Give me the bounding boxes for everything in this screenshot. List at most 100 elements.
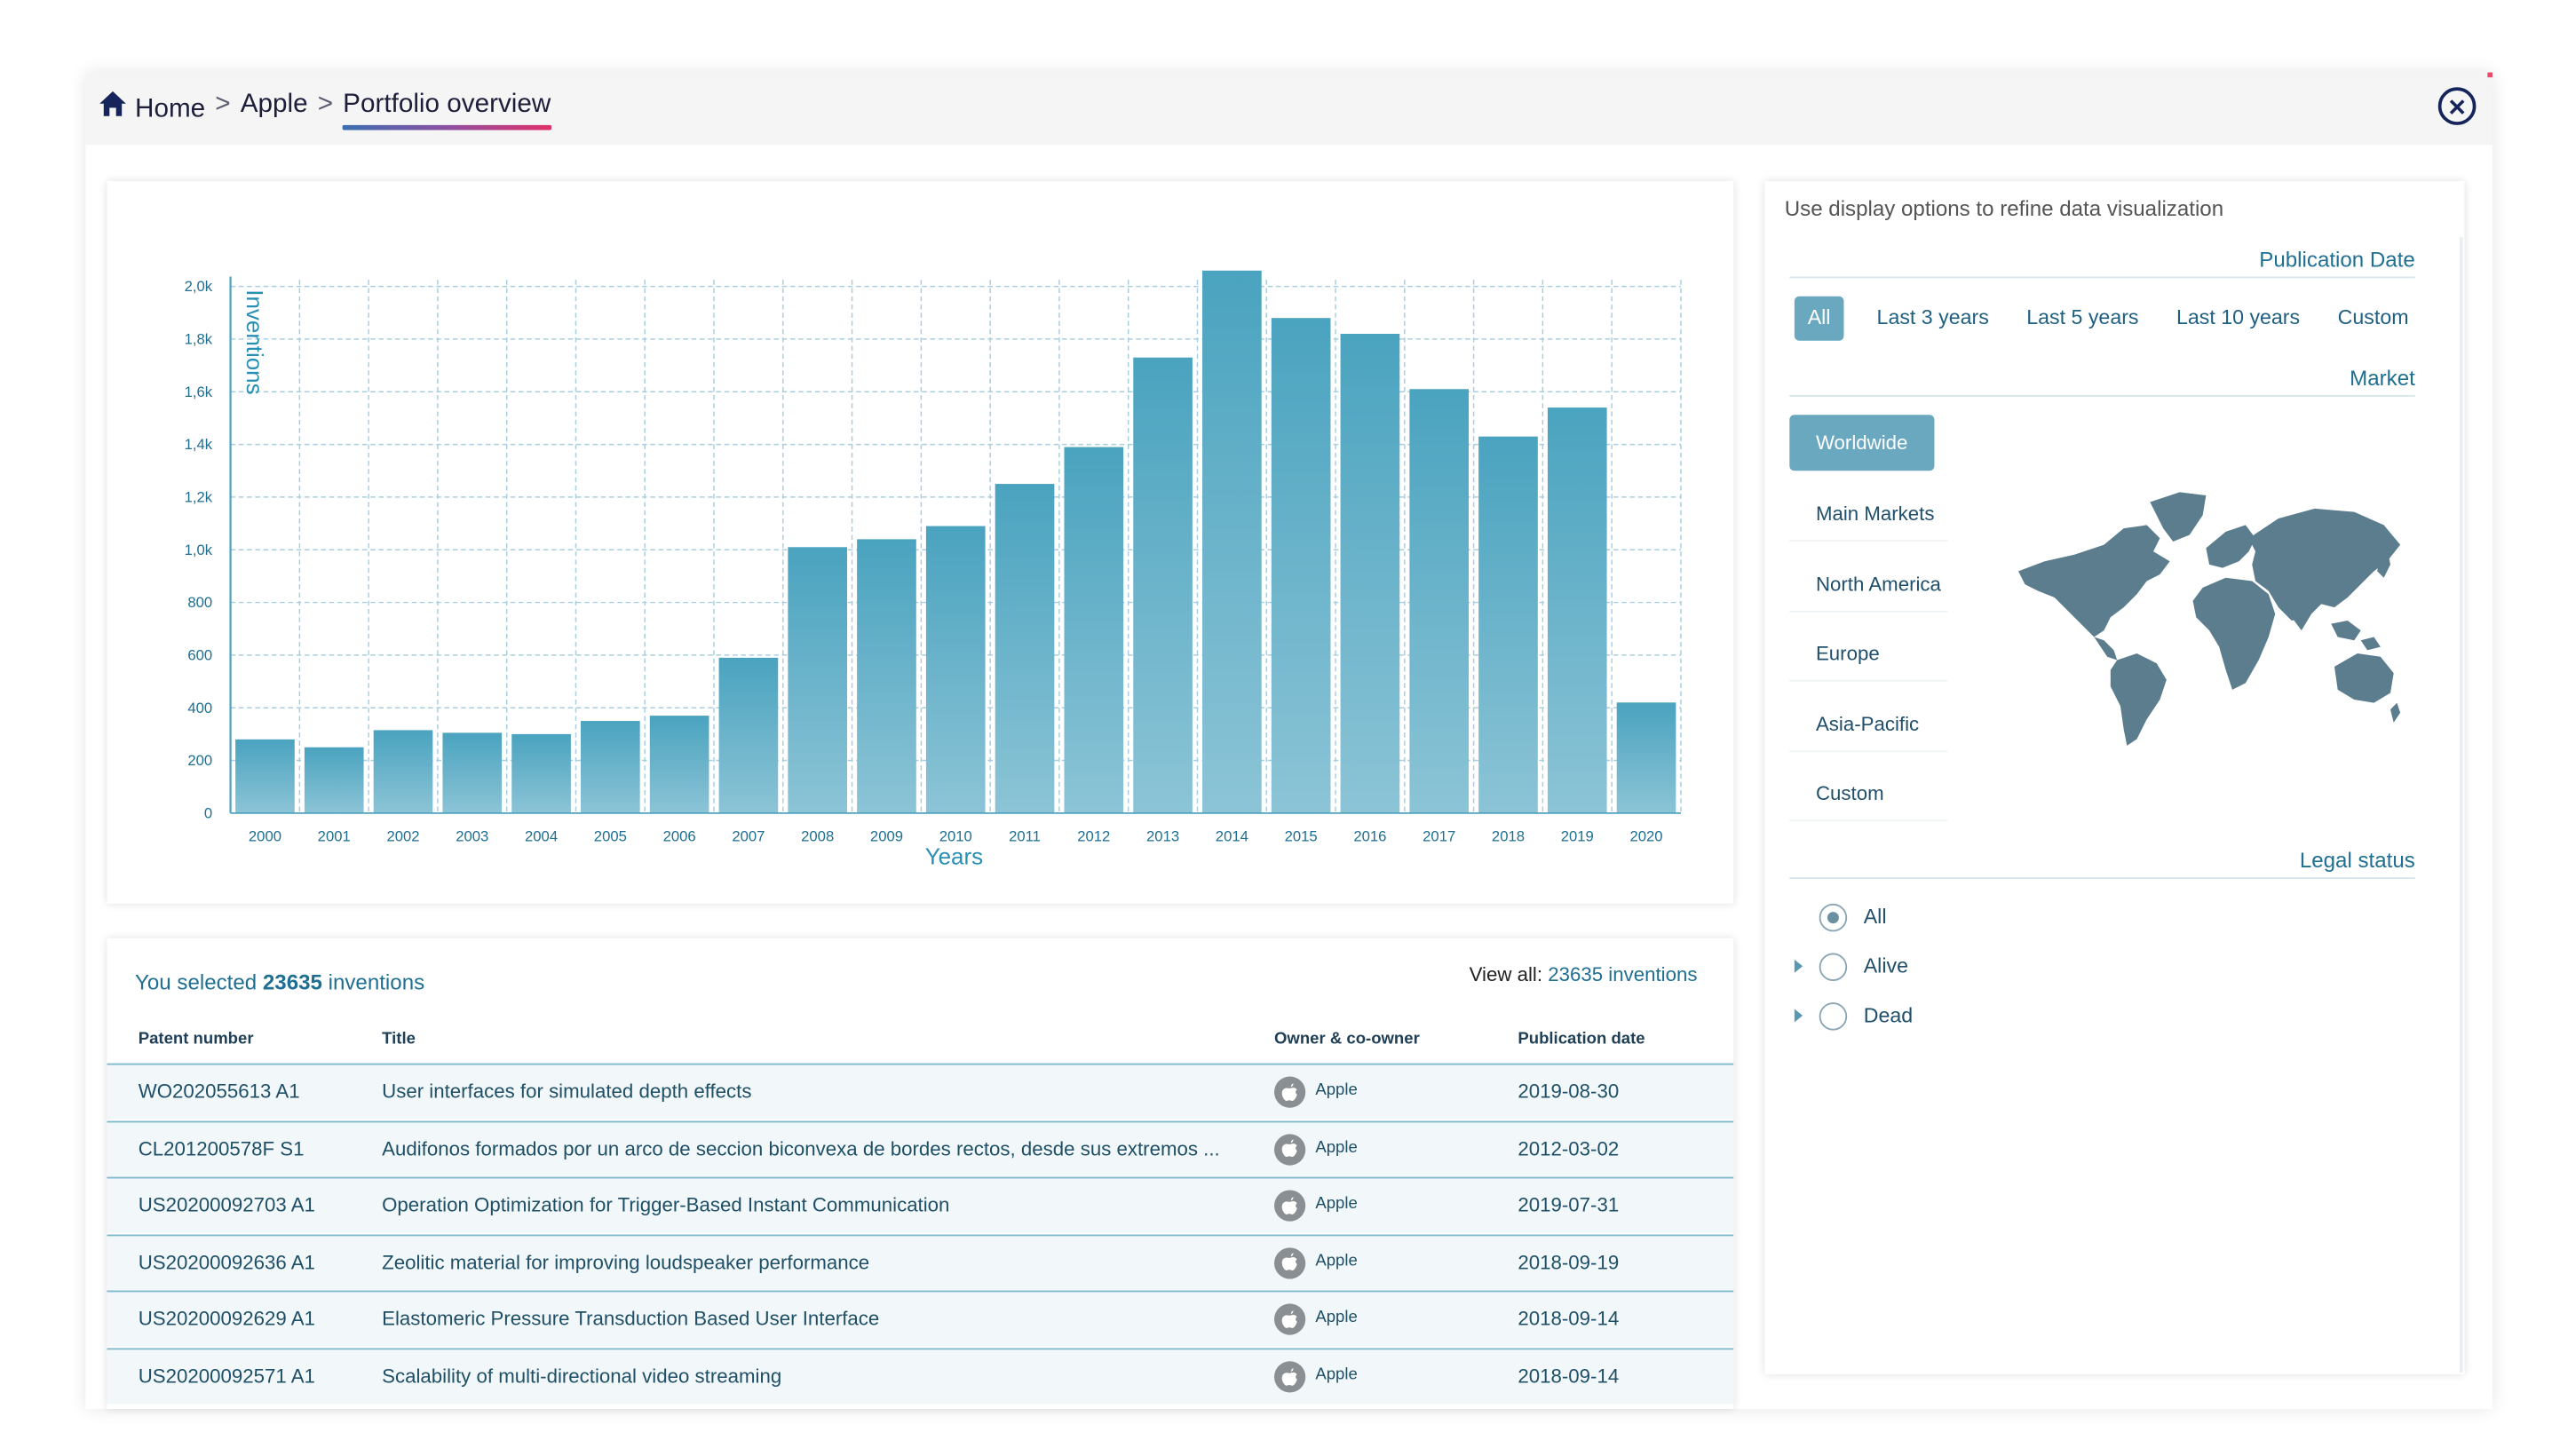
radio-dead[interactable] <box>1819 1002 1848 1031</box>
home-icon <box>99 91 127 117</box>
bar-2006[interactable] <box>650 716 709 813</box>
table-row[interactable]: US20200092629 A1 Elastomeric Pressure Tra… <box>107 1291 1734 1347</box>
cell-patent-number[interactable]: CL201200578F S1 <box>139 1136 305 1159</box>
pill-custom[interactable]: Custom <box>2325 297 2422 341</box>
cell-owner[interactable]: Apple <box>1315 1081 1357 1099</box>
breadcrumb-home-label: Home <box>135 96 205 124</box>
world-map-icon[interactable] <box>2009 489 2404 753</box>
x-tick-label: 2000 <box>249 827 281 844</box>
table-row[interactable]: US20200092636 A1 Zeolitic material for im… <box>107 1234 1734 1290</box>
breadcrumb-home[interactable]: Home <box>99 89 205 127</box>
inventions-table-card: You selected 23635 inventions View all: … <box>107 938 1734 1409</box>
pill-last-3-years[interactable]: Last 3 years <box>1864 297 2002 341</box>
view-all-link[interactable]: View all: 23635 inventions <box>1470 963 1698 986</box>
table-row[interactable]: US20200092571 A1 Scalability of multi-dir… <box>107 1348 1734 1404</box>
close-button[interactable]: ✕ <box>2438 87 2477 125</box>
x-tick-label: 2001 <box>318 827 351 844</box>
y-tick-label: 800 <box>187 594 212 611</box>
breadcrumb-company[interactable]: Apple <box>241 89 308 122</box>
cell-patent-number[interactable]: US20200092629 A1 <box>139 1308 315 1331</box>
bar-2013[interactable] <box>1133 358 1193 813</box>
market-worldwide[interactable]: Worldwide <box>1789 415 1934 471</box>
publication-date-title: Publication Date <box>2259 247 2415 272</box>
cell-publication-date: 2018-09-14 <box>1518 1308 1619 1331</box>
portfolio-modal: Home > Apple > Portfolio overview ✕ 0200… <box>85 73 2493 1409</box>
x-tick-label: 2011 <box>1009 827 1041 844</box>
bar-2014[interactable] <box>1202 271 1262 813</box>
y-tick-label: 200 <box>187 752 212 769</box>
x-tick-label: 2002 <box>386 827 419 844</box>
apple-icon <box>1274 1361 1305 1392</box>
bar-2007[interactable] <box>719 658 779 813</box>
x-tick-label: 2012 <box>1077 827 1110 844</box>
table-row[interactable]: US20200092703 A1 Operation Optimization f… <box>107 1177 1734 1233</box>
bar-2018[interactable] <box>1478 437 1538 813</box>
cell-owner[interactable]: Apple <box>1315 1195 1357 1213</box>
summary-prefix: You selected <box>135 969 263 994</box>
pill-all[interactable]: All <box>1795 297 1843 341</box>
bar-2012[interactable] <box>1064 447 1123 813</box>
y-tick-label: 2,0k <box>185 278 213 295</box>
y-tick-label: 1,8k <box>185 330 213 347</box>
cell-title[interactable]: Zeolitic material for improving loudspea… <box>382 1251 869 1274</box>
x-tick-label: 2020 <box>1629 827 1662 844</box>
bar-2010[interactable] <box>926 526 986 813</box>
cell-owner[interactable]: Apple <box>1315 1310 1357 1327</box>
x-tick-label: 2003 <box>456 827 488 844</box>
cell-title[interactable]: Scalability of multi-directional video s… <box>382 1365 781 1388</box>
cell-patent-number[interactable]: US20200092571 A1 <box>139 1365 315 1388</box>
expand-caret-icon[interactable] <box>1795 960 1803 973</box>
cell-title[interactable]: Audifonos formados por un arco de seccio… <box>382 1136 1220 1159</box>
column-header-publication-date[interactable]: Publication date <box>1518 1031 1645 1048</box>
cell-title[interactable]: User interfaces for simulated depth effe… <box>382 1080 751 1103</box>
expand-caret-icon[interactable] <box>1795 1009 1803 1023</box>
pill-last-10-years[interactable]: Last 10 years <box>2163 297 2313 341</box>
cell-owner[interactable]: Apple <box>1315 1253 1357 1270</box>
bar-2015[interactable] <box>1272 318 1331 813</box>
cell-patent-number[interactable]: US20200092703 A1 <box>139 1193 315 1216</box>
bar-2005[interactable] <box>581 721 640 813</box>
radio-alive[interactable] <box>1819 953 1848 981</box>
bar-2004[interactable] <box>511 734 571 813</box>
options-header: Use display options to refine data visua… <box>1785 196 2223 221</box>
bar-2002[interactable] <box>374 730 433 812</box>
column-header-patent-number[interactable]: Patent number <box>139 1031 254 1048</box>
cell-owner[interactable]: Apple <box>1315 1138 1357 1156</box>
x-tick-label: 2008 <box>801 827 834 844</box>
market-custom[interactable]: Custom <box>1789 765 1947 821</box>
pill-last-5-years[interactable]: Last 5 years <box>2013 297 2152 341</box>
market-north-america[interactable]: North America <box>1789 557 1947 613</box>
bar-2003[interactable] <box>442 732 502 812</box>
radio-all[interactable] <box>1819 904 1848 932</box>
bar-2008[interactable] <box>788 547 847 813</box>
column-header-owner[interactable]: Owner & co-owner <box>1274 1031 1420 1048</box>
market-asia-pacific[interactable]: Asia-Pacific <box>1789 696 1947 752</box>
bar-2001[interactable] <box>305 748 364 813</box>
view-all-prefix: View all: <box>1470 963 1549 986</box>
table-row[interactable]: WO202055613 A1 User interfaces for simula… <box>107 1064 1734 1120</box>
column-header-title[interactable]: Title <box>382 1031 416 1048</box>
modal-header: Home > Apple > Portfolio overview ✕ <box>85 73 2493 146</box>
legal-status-label: Dead <box>1864 1004 1913 1027</box>
bar-2009[interactable] <box>857 539 916 813</box>
display-options-panel: Use display options to refine data visua… <box>1764 181 2464 1374</box>
cell-publication-date: 2018-09-14 <box>1518 1365 1619 1388</box>
cell-title[interactable]: Elastomeric Pressure Transduction Based … <box>382 1308 879 1331</box>
bar-2019[interactable] <box>1548 408 1607 813</box>
bar-2020[interactable] <box>1617 702 1676 813</box>
bar-2016[interactable] <box>1341 334 1400 813</box>
market-title: Market <box>2350 366 2415 391</box>
legal-status-title: Legal status <box>2300 848 2415 873</box>
bar-2000[interactable] <box>235 740 295 813</box>
bar-2011[interactable] <box>995 484 1055 813</box>
options-scrollbar[interactable] <box>2460 237 2463 1373</box>
table-row[interactable]: CL201200578F S1 Audifonos formados por un… <box>107 1120 1734 1176</box>
cell-owner[interactable]: Apple <box>1315 1366 1357 1384</box>
cell-title[interactable]: Operation Optimization for Trigger-Based… <box>382 1193 949 1216</box>
cell-patent-number[interactable]: US20200092636 A1 <box>139 1251 315 1274</box>
bar-2017[interactable] <box>1409 389 1469 813</box>
apple-icon <box>1274 1134 1305 1165</box>
market-main-markets[interactable]: Main Markets <box>1789 486 1947 542</box>
market-europe[interactable]: Europe <box>1789 626 1947 682</box>
cell-patent-number[interactable]: WO202055613 A1 <box>139 1080 300 1103</box>
